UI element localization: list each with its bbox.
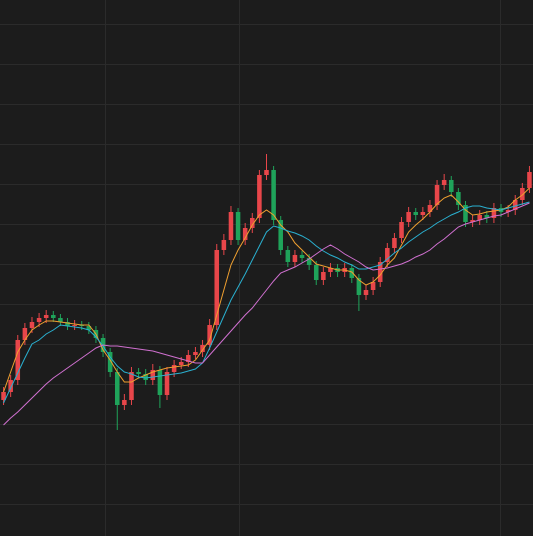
candle-body	[392, 238, 397, 248]
candle-body	[278, 220, 283, 250]
candle-body	[271, 170, 276, 220]
candle-body	[250, 218, 255, 228]
candle-body	[86, 326, 92, 330]
candle-body	[228, 212, 234, 240]
candle-body	[235, 212, 241, 240]
candle-body	[221, 240, 227, 250]
candle-body	[136, 372, 141, 374]
candle-body	[164, 372, 170, 395]
candle-body	[129, 372, 134, 400]
candle-body	[306, 258, 312, 265]
candle-body	[143, 374, 148, 380]
candle-body	[178, 362, 184, 365]
candle-body	[313, 265, 319, 280]
candle-body	[456, 192, 461, 205]
candle-body	[427, 205, 433, 212]
candle-body	[441, 180, 447, 185]
candle-body	[491, 208, 497, 218]
candle-body	[363, 290, 369, 295]
candle-body	[470, 220, 475, 222]
candle-body	[157, 370, 163, 395]
candle-body	[186, 355, 191, 362]
candle-body	[171, 365, 177, 372]
candle-body	[8, 380, 13, 392]
candle-body	[413, 212, 419, 215]
candle-body	[356, 278, 362, 295]
candle-body	[463, 205, 468, 222]
candle-body	[150, 370, 156, 380]
candle-body	[122, 400, 127, 405]
candle-body	[527, 172, 532, 188]
candle-body	[200, 345, 205, 352]
candle-body	[207, 325, 212, 345]
candle-body	[65, 322, 70, 326]
candle-body	[512, 200, 518, 210]
candle-body	[448, 180, 454, 192]
candle-body	[349, 268, 355, 278]
candle-body	[292, 255, 298, 262]
moving-average-line	[3, 201, 530, 404]
candle-body	[285, 250, 291, 262]
moving-average-line	[3, 202, 530, 426]
moving-average-line	[3, 187, 530, 393]
candle-body	[15, 340, 21, 380]
candle-body	[242, 228, 248, 240]
candle-body	[22, 328, 28, 340]
candle-body	[58, 318, 63, 322]
candle-body	[193, 352, 198, 355]
candle-body	[385, 248, 390, 262]
candle-body	[214, 250, 220, 325]
candle-body	[377, 262, 383, 282]
candle-body	[107, 352, 113, 372]
candle-body	[264, 170, 269, 175]
candle-body	[484, 215, 490, 218]
candle-body	[477, 215, 482, 220]
candle-body	[299, 255, 305, 258]
candle-body	[399, 222, 404, 238]
candle-body	[257, 175, 262, 218]
candle-body	[114, 372, 120, 405]
candle-body	[370, 282, 376, 290]
candle-body	[520, 188, 525, 200]
candle-body	[505, 210, 511, 212]
candle-body	[434, 185, 440, 205]
candle-body	[43, 315, 49, 318]
candle-body	[328, 268, 333, 272]
candle-body	[36, 318, 42, 322]
candle-body	[1, 392, 6, 400]
candle-body	[29, 322, 35, 328]
candle-body	[72, 325, 77, 326]
candle-body	[321, 272, 326, 280]
candle-body	[406, 212, 411, 222]
candle-body	[51, 315, 56, 318]
candle-body	[420, 212, 426, 215]
